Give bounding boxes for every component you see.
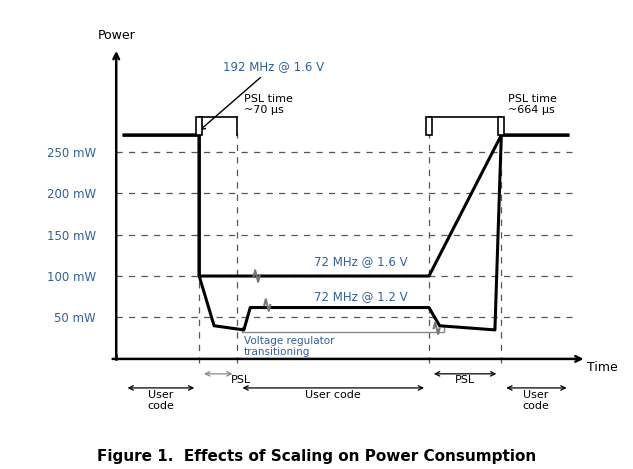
Bar — [426, 117, 432, 135]
Text: Voltage regulator
transitioning: Voltage regulator transitioning — [244, 336, 334, 357]
Text: 72 MHz @ 1.2 V: 72 MHz @ 1.2 V — [314, 289, 408, 303]
Text: User
code: User code — [147, 390, 174, 411]
Bar — [196, 117, 203, 135]
Text: User code: User code — [305, 390, 361, 400]
Text: Figure 1.  Effects of Scaling on Power Consumption: Figure 1. Effects of Scaling on Power Co… — [97, 449, 536, 464]
Text: PSL: PSL — [455, 375, 475, 385]
Text: User
code: User code — [522, 390, 549, 411]
Text: 192 MHz @ 1.6 V: 192 MHz @ 1.6 V — [200, 60, 323, 130]
Text: PSL time
~70 μs: PSL time ~70 μs — [244, 94, 292, 115]
Bar — [498, 117, 505, 135]
Text: Time: Time — [587, 361, 618, 374]
Text: PSL time
~664 μs: PSL time ~664 μs — [508, 94, 556, 115]
Text: PSL: PSL — [231, 375, 251, 385]
Text: 72 MHz @ 1.6 V: 72 MHz @ 1.6 V — [314, 255, 408, 268]
Text: Power: Power — [97, 29, 135, 42]
